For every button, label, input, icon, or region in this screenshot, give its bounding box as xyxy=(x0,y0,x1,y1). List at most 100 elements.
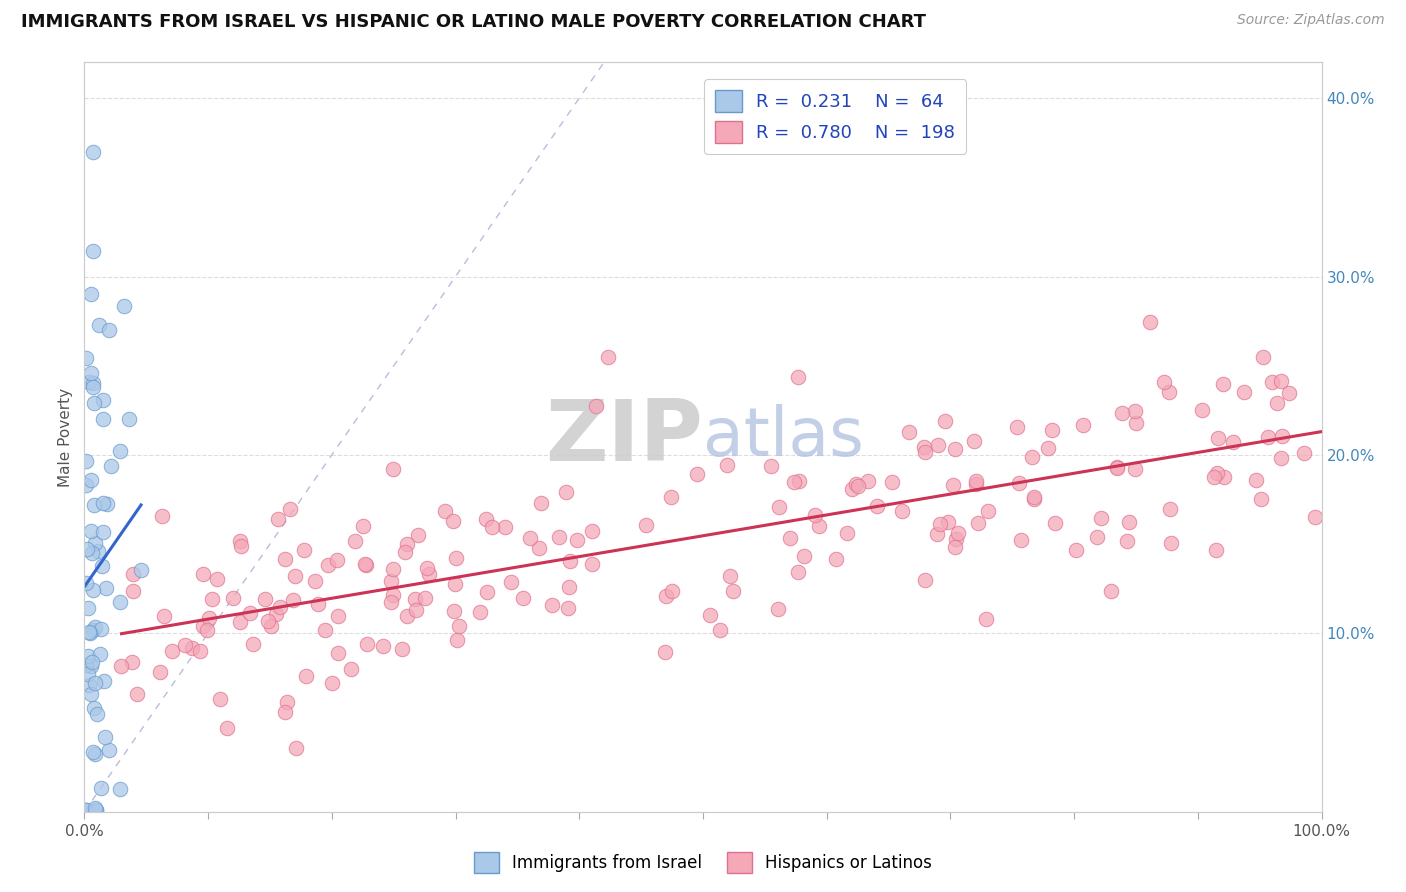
Text: ZIP: ZIP xyxy=(546,395,703,479)
Point xyxy=(94,730,117,744)
Point xyxy=(934,414,956,428)
Point xyxy=(77,648,100,663)
Point xyxy=(82,244,104,259)
Point xyxy=(91,558,114,573)
Point xyxy=(118,412,141,426)
Point xyxy=(1071,418,1094,433)
Point xyxy=(208,692,231,706)
Point xyxy=(413,591,436,605)
Point xyxy=(965,474,987,488)
Point xyxy=(83,396,105,410)
Point xyxy=(89,647,111,661)
Point xyxy=(1066,543,1088,558)
Point xyxy=(326,553,349,567)
Point xyxy=(84,536,107,550)
Point xyxy=(97,742,120,756)
Point xyxy=(1250,491,1272,506)
Point xyxy=(1278,386,1301,401)
Point xyxy=(83,747,105,761)
Point xyxy=(494,520,516,534)
Point xyxy=(945,533,967,547)
Point xyxy=(433,504,456,518)
Point xyxy=(228,533,250,548)
Point xyxy=(841,483,863,497)
Point xyxy=(90,781,112,796)
Point xyxy=(942,478,965,492)
Point xyxy=(1160,535,1182,549)
Point xyxy=(1191,403,1213,417)
Point xyxy=(326,609,349,624)
Point xyxy=(75,657,97,672)
Point xyxy=(82,379,104,393)
Point xyxy=(108,781,131,796)
Point xyxy=(1271,429,1294,443)
Point xyxy=(100,459,122,474)
Point xyxy=(446,633,468,648)
Point xyxy=(1303,510,1326,524)
Point xyxy=(217,721,239,735)
Point xyxy=(77,624,100,639)
Point xyxy=(76,667,98,681)
Point xyxy=(91,412,114,426)
Point xyxy=(565,533,588,548)
Point xyxy=(1024,491,1046,506)
Point xyxy=(84,803,107,817)
Point xyxy=(1010,533,1032,548)
Point xyxy=(82,145,104,159)
Point xyxy=(449,618,471,632)
Point xyxy=(835,525,858,540)
Point xyxy=(967,516,990,530)
Point xyxy=(108,444,131,458)
Point xyxy=(354,557,377,571)
Point xyxy=(108,594,131,608)
Point xyxy=(90,622,112,636)
Point xyxy=(82,546,104,560)
Point xyxy=(1043,516,1066,530)
Point xyxy=(846,479,869,493)
Point xyxy=(82,745,104,759)
Point xyxy=(721,584,744,599)
Point xyxy=(149,665,172,680)
Point xyxy=(548,530,571,544)
Point xyxy=(927,438,949,452)
Point xyxy=(253,592,276,607)
Point xyxy=(825,551,848,566)
Point xyxy=(654,645,676,659)
Point xyxy=(98,323,121,337)
Point xyxy=(316,558,339,573)
Point xyxy=(977,504,1000,518)
Point xyxy=(276,695,298,709)
Point xyxy=(180,640,202,655)
Point xyxy=(76,541,98,556)
Point xyxy=(783,475,806,489)
Point xyxy=(661,583,683,598)
Point xyxy=(380,574,402,588)
Point xyxy=(371,640,394,654)
Legend: R =  0.231    N =  64, R =  0.780    N =  198: R = 0.231 N = 64, R = 0.780 N = 198 xyxy=(704,79,966,153)
Text: atlas: atlas xyxy=(703,404,863,470)
Point xyxy=(321,675,343,690)
Point xyxy=(1116,534,1139,549)
Point xyxy=(512,591,534,606)
Point xyxy=(94,582,117,596)
Point xyxy=(1233,385,1256,400)
Point xyxy=(229,615,252,630)
Point xyxy=(1159,502,1181,516)
Point xyxy=(91,496,114,510)
Point xyxy=(1099,583,1122,598)
Point xyxy=(1261,375,1284,389)
Point xyxy=(112,299,135,313)
Point xyxy=(1118,516,1140,530)
Point xyxy=(912,440,935,454)
Point xyxy=(294,669,316,683)
Point xyxy=(927,526,949,541)
Point xyxy=(1125,416,1147,430)
Point xyxy=(75,575,97,590)
Point xyxy=(80,366,103,380)
Point xyxy=(82,623,104,637)
Point xyxy=(380,595,402,609)
Point xyxy=(856,474,879,488)
Point xyxy=(1206,431,1229,445)
Point xyxy=(343,534,366,549)
Point xyxy=(914,574,936,588)
